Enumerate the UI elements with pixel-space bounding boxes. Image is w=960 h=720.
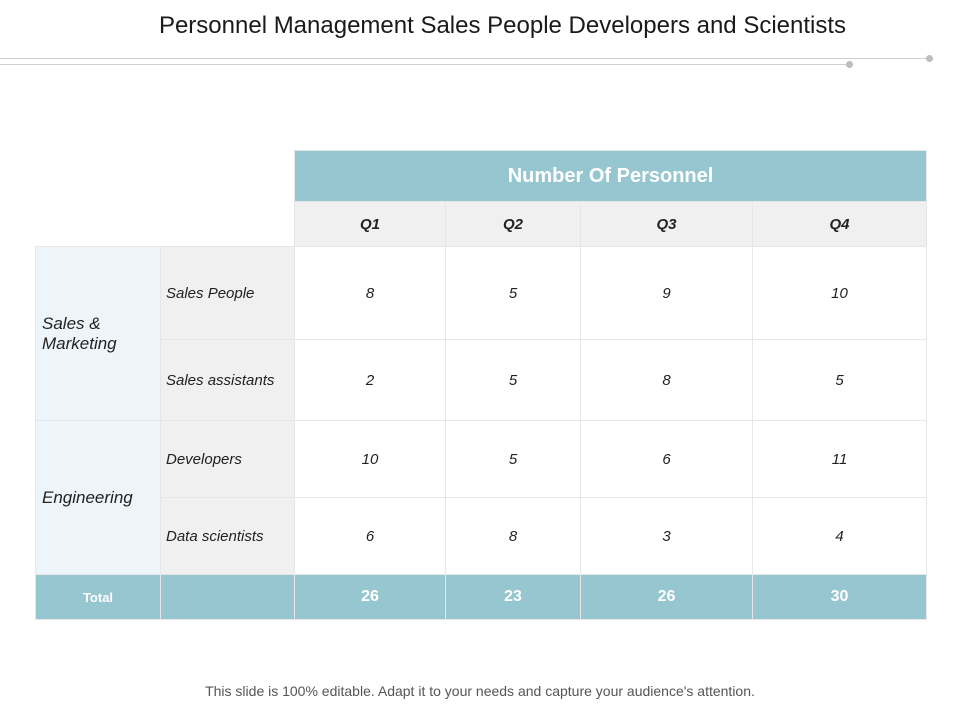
cell-value: 6 <box>580 420 753 498</box>
row-label-sales-people: Sales People <box>160 246 295 340</box>
row-label-developers: Developers <box>160 420 295 498</box>
row-label-data-scientists: Data scientists <box>160 497 295 575</box>
total-blank-cell <box>160 574 295 620</box>
cell-value: 10 <box>294 420 446 498</box>
quarter-q3: Q3 <box>580 201 753 247</box>
cell-value: 5 <box>445 246 581 340</box>
quarter-blank-cell <box>35 201 295 247</box>
total-value: 26 <box>580 574 753 620</box>
slide-title: Personnel Management Sales People Develo… <box>158 12 847 39</box>
group-engineering: Engineering <box>35 420 161 575</box>
table-row: Sales assistants 2 5 8 5 <box>36 339 928 421</box>
total-value: 30 <box>751 574 928 620</box>
quarter-q2: Q2 <box>445 201 581 247</box>
divider-line-lower <box>0 64 850 65</box>
slide-footer-note: This slide is 100% editable. Adapt it to… <box>205 683 755 699</box>
table-row: Engineering Developers 10 5 6 11 <box>35 420 928 575</box>
number-of-personnel-header: Number Of Personnel <box>293 150 928 202</box>
group-sales-marketing: Sales & Marketing <box>35 246 161 421</box>
personnel-table: Number Of Personnel Q1 Q2 Q3 Q4 Sales & … <box>35 150 928 620</box>
total-label: Total <box>35 574 161 620</box>
divider-dot-lower <box>846 61 853 68</box>
cell-value: 2 <box>294 339 446 421</box>
divider-line-upper <box>0 58 930 59</box>
total-row: Total 26 23 26 30 <box>35 574 928 620</box>
table-row: Sales & Marketing Sales People 8 5 9 10 <box>35 246 928 421</box>
divider-dot-upper <box>926 55 933 62</box>
table-row: Data scientists 6 8 3 4 <box>36 497 928 575</box>
cell-value: 8 <box>580 339 753 421</box>
cell-value: 4 <box>751 497 928 575</box>
cell-value: 5 <box>445 339 581 421</box>
quarter-q1: Q1 <box>294 201 446 247</box>
cell-value: 6 <box>294 497 446 575</box>
table-header-row: Number Of Personnel <box>35 150 928 202</box>
cell-value: 10 <box>751 246 928 340</box>
header-blank-cell <box>35 150 295 202</box>
cell-value: 5 <box>751 339 928 421</box>
row-label-sales-assistants: Sales assistants <box>160 339 295 421</box>
cell-value: 3 <box>580 497 753 575</box>
cell-value: 8 <box>445 497 581 575</box>
cell-value: 9 <box>580 246 753 340</box>
quarter-row: Q1 Q2 Q3 Q4 <box>35 201 928 247</box>
cell-value: 5 <box>445 420 581 498</box>
quarter-q4: Q4 <box>751 201 928 247</box>
total-value: 26 <box>294 574 446 620</box>
cell-value: 11 <box>751 420 928 498</box>
cell-value: 8 <box>294 246 446 340</box>
total-value: 23 <box>445 574 581 620</box>
